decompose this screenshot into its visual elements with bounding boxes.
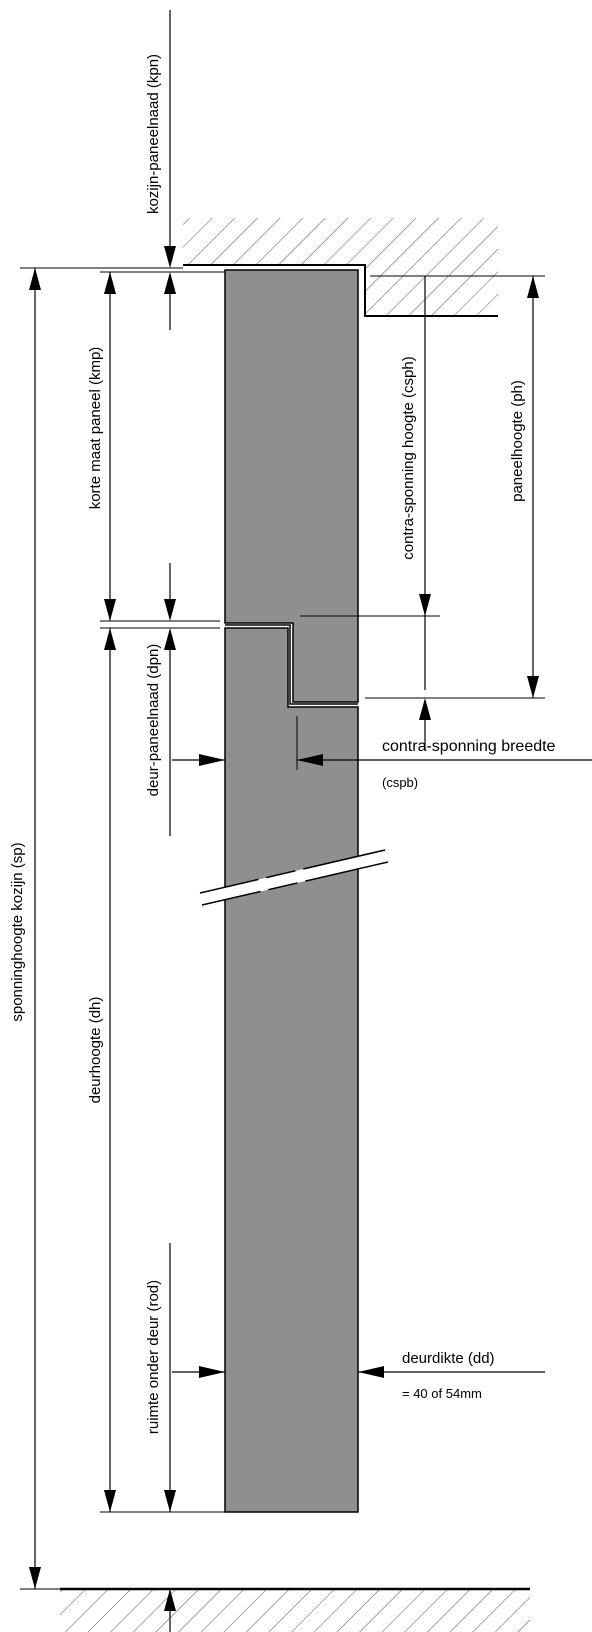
- dimension-lines: [34, 10, 592, 1632]
- break-symbol: [199, 849, 389, 906]
- floor-hatch: [60, 1587, 530, 1632]
- label-cspb-line1: contra-sponning breedte: [382, 738, 556, 755]
- arrowheads: [29, 246, 539, 1611]
- top-frame-hatch: [183, 218, 498, 317]
- label-dd-line2: = 40 of 54mm: [402, 1386, 482, 1401]
- label-kpn: kozijn-paneelnaad (kpn): [145, 54, 162, 214]
- label-cspb-line2: (cspb): [382, 775, 418, 790]
- extension-lines: [20, 267, 545, 1590]
- upper-panel: [224, 269, 359, 703]
- label-kmp: korte maat paneel (kmp): [87, 347, 104, 510]
- label-rod: ruimte onder deur (rod): [145, 1280, 162, 1434]
- label-sp: sponninghoogte kozijn (sp): [9, 842, 26, 1021]
- label-dh: deurhoogte (dh): [87, 997, 104, 1104]
- label-ph: paneelhoogte (ph): [509, 380, 526, 502]
- label-dd-line1: deurdikte (dd): [402, 1350, 495, 1367]
- contra-sponning-step: [225, 624, 358, 705]
- label-csph: contra-sponning hoogte (csph): [400, 356, 417, 559]
- label-dpn: deur-paneelnaad (dpn): [145, 644, 162, 797]
